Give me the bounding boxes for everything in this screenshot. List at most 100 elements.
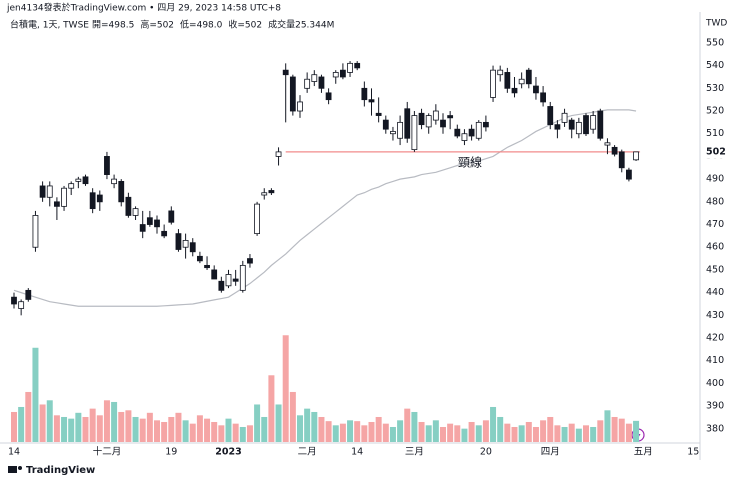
y-tick-label: 430 — [706, 310, 724, 321]
candle — [332, 70, 339, 84]
y-tick-label: 530 — [706, 83, 724, 94]
candle — [225, 269, 232, 289]
volume-bar — [232, 423, 239, 442]
candle — [597, 108, 604, 141]
volume-bar — [311, 411, 318, 442]
candle-body — [282, 69, 289, 76]
candle — [533, 76, 539, 100]
volume-bar — [111, 401, 118, 442]
volume-bar — [447, 423, 454, 442]
y-tick-label: 380 — [706, 423, 724, 434]
volume-bar — [590, 426, 597, 442]
candle-body — [175, 233, 182, 250]
volume-bar — [475, 425, 482, 442]
candle-body — [454, 128, 461, 137]
volume-bar — [254, 404, 261, 442]
volume-bar — [397, 420, 404, 442]
candle-body — [311, 74, 318, 82]
candle-body — [540, 92, 546, 103]
candle-body — [525, 69, 532, 85]
candle — [318, 74, 325, 93]
candle-body — [182, 240, 189, 248]
candle-body — [297, 101, 303, 112]
volume-bar — [418, 421, 425, 442]
neckline-label: 頸線 — [458, 154, 482, 169]
candle-body — [618, 151, 625, 169]
candle — [382, 115, 389, 134]
tradingview-logo — [8, 466, 22, 473]
volume-bar — [89, 408, 96, 442]
candle — [111, 174, 117, 189]
volume-bar — [168, 416, 175, 442]
candle-body — [497, 69, 504, 76]
volume-bar — [440, 426, 446, 442]
candle — [633, 151, 639, 161]
candle-body — [218, 280, 225, 291]
candle — [411, 111, 418, 152]
candle — [275, 147, 282, 166]
candle-body — [118, 180, 125, 203]
candle-body — [39, 185, 46, 198]
volume-bar — [511, 426, 518, 442]
candle — [75, 176, 82, 189]
candle — [304, 72, 311, 93]
candle-body — [440, 119, 446, 128]
candle — [247, 254, 253, 268]
moving-average — [13, 109, 637, 307]
volume-bar — [339, 423, 346, 442]
candle — [626, 167, 632, 182]
candle-body — [418, 112, 425, 126]
candle — [261, 188, 268, 200]
candle — [182, 233, 189, 259]
volume-bar — [146, 412, 153, 442]
volume-bar — [382, 423, 389, 442]
candle-body — [25, 289, 32, 300]
candle — [432, 104, 439, 125]
candle-body — [11, 296, 17, 305]
volume-bar — [583, 425, 589, 442]
header-value: 低=498.0 — [180, 19, 223, 31]
candle — [454, 124, 461, 139]
y-tick-label: 480 — [706, 196, 724, 207]
candle — [211, 265, 218, 280]
candle-body — [325, 92, 332, 101]
candle-body — [289, 76, 296, 112]
candle — [139, 210, 146, 239]
candle — [232, 269, 239, 286]
candle-body — [425, 115, 432, 128]
volume-bar — [425, 425, 432, 442]
candle — [204, 256, 210, 270]
volume-bar — [454, 425, 461, 442]
candle-body — [339, 69, 346, 78]
volume-bar — [68, 418, 75, 442]
volume-bar — [204, 418, 211, 442]
y-tick-label: 420 — [706, 333, 724, 344]
candle-body — [232, 278, 239, 282]
volume-bar — [368, 421, 375, 442]
candle-body — [461, 133, 468, 141]
volume-bar — [532, 426, 539, 442]
candle-body — [268, 190, 275, 194]
candle — [604, 138, 611, 155]
volume-bar — [482, 420, 489, 442]
candle-body — [61, 187, 67, 207]
candle-body — [204, 264, 210, 269]
candle — [96, 190, 103, 211]
volume-bar — [154, 420, 160, 442]
candle-body — [139, 224, 146, 232]
volume-bar — [11, 411, 17, 442]
volume-bar — [568, 423, 575, 442]
candle-body — [18, 301, 25, 309]
candle — [268, 188, 275, 196]
candle — [168, 206, 175, 225]
candle — [504, 67, 511, 93]
volume-bar — [497, 416, 504, 442]
candle — [82, 174, 89, 186]
volume-bar — [554, 425, 561, 442]
currency: TWD — [705, 19, 727, 29]
y-tick-label: 440 — [706, 287, 724, 298]
candle — [525, 67, 532, 89]
volume-bar — [518, 425, 525, 442]
header-author: jen4134發表於TradingView.com • 四月 29, 2023 … — [6, 2, 281, 14]
